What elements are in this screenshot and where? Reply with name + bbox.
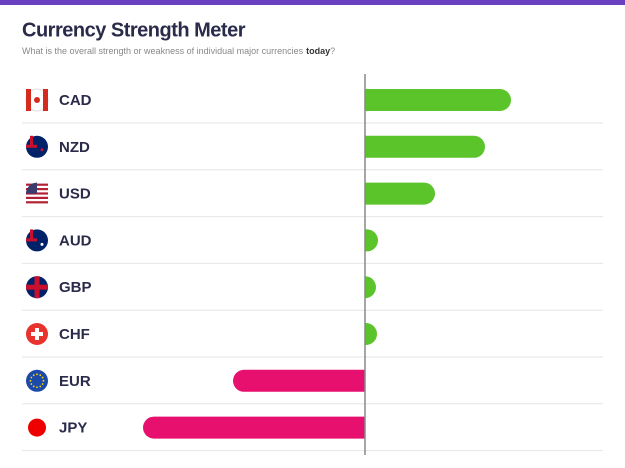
chart-title: Currency Strength Meter [22,19,246,41]
flag [26,182,37,194]
flag [26,201,48,204]
flag [42,379,45,382]
flag [32,385,35,388]
subtitle-end: ? [330,46,335,56]
bar [365,182,435,205]
flag [30,376,33,379]
currency-label: CAD [59,92,92,109]
flag [34,276,40,299]
currency-label: AUD [59,232,92,249]
chart-subtitle: What is the overall strength or weakness… [22,46,335,56]
bar [365,323,377,345]
subtitle-text: What is the overall strength or weakness… [22,46,304,56]
top-border [0,0,625,5]
flag [36,373,38,376]
currency-label: NZD [59,139,90,156]
flag [40,242,44,246]
flag [26,369,48,392]
flag [35,328,39,340]
flag [30,383,33,385]
flag [28,418,46,437]
bar [365,276,377,299]
currency-label: EUR [59,373,91,390]
bar [365,89,511,111]
currency-label: USD [59,186,91,203]
flag [43,89,48,111]
flag [26,89,31,111]
flag [34,97,40,103]
bar [233,369,365,392]
subtitle-emphasis: today [306,46,330,56]
currency-label: GBP [59,279,92,296]
flag [30,229,33,241]
bar [365,229,378,252]
currency-label: JPY [59,420,87,437]
flag [36,386,38,389]
flag [39,374,42,377]
flag [39,385,42,388]
flag [41,376,44,379]
currency-label: CHF [59,326,90,343]
flag [29,379,32,382]
bar [143,416,365,439]
flag [40,148,44,152]
flag [32,374,35,377]
bar [365,135,486,158]
flag [41,383,44,385]
flag [30,135,33,147]
flag [26,196,48,199]
